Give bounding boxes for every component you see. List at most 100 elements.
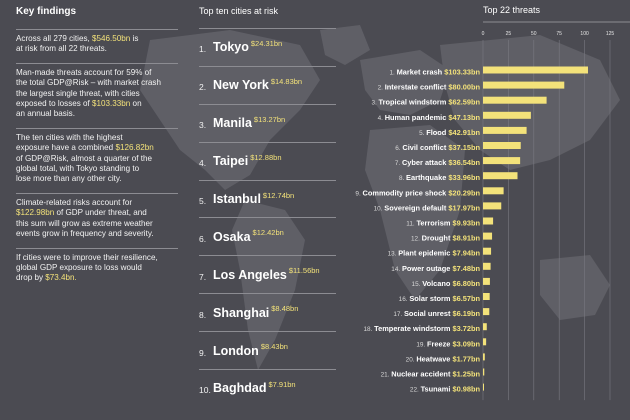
bar-value-label: $0.98bn bbox=[452, 385, 480, 394]
x-tick-label: 25 bbox=[506, 31, 512, 37]
bar bbox=[483, 308, 490, 316]
city-row: 5. Istanbul $12.74bn bbox=[199, 179, 336, 218]
bar-rank: 19. bbox=[416, 341, 427, 348]
bar-rank: 11. bbox=[406, 221, 416, 228]
findings-list: Across all 279 cities, $546.50bn is at ri… bbox=[16, 29, 178, 284]
finding-line: exposure have a combined $126.82bn bbox=[16, 143, 178, 153]
finding-text: on bbox=[130, 99, 142, 109]
city-rank: 8. bbox=[199, 309, 207, 320]
city-rank: 6. bbox=[199, 233, 207, 244]
city-name: Osaka bbox=[213, 229, 251, 244]
bar-rank: 20. bbox=[406, 356, 417, 363]
city-value: $24.31bn bbox=[250, 39, 283, 48]
finding-text: Man-made threats account for 59% of bbox=[16, 67, 152, 77]
bar-rank: 15. bbox=[412, 281, 423, 288]
bar-label: 11. Terrorism $9.93bn bbox=[406, 219, 480, 228]
city-name: Tokyo bbox=[213, 40, 249, 55]
city-value: $11.56bn bbox=[288, 266, 320, 276]
finding-text: this sum will grow as extreme weather bbox=[16, 218, 153, 228]
map-north-america bbox=[140, 30, 320, 190]
bar-rank: 2. bbox=[378, 85, 385, 92]
bar-rank: 9. bbox=[355, 190, 362, 197]
bar-value-label: $6.19bn bbox=[452, 309, 480, 318]
finding-paragraph: If cities were to improve their resilien… bbox=[16, 247, 178, 284]
x-tick-label: 0 bbox=[482, 31, 485, 37]
x-tick-label: 75 bbox=[556, 31, 562, 37]
city-rank: 5. bbox=[199, 196, 207, 206]
finding-text: drop by bbox=[16, 273, 46, 283]
bar-category: Nuclear accident bbox=[391, 370, 452, 379]
key-findings-title: Key findings bbox=[16, 6, 77, 17]
city-name: London bbox=[213, 343, 259, 358]
bar bbox=[483, 368, 485, 376]
finding-line: events grow in frequency and severity. bbox=[16, 229, 178, 239]
bar bbox=[483, 247, 492, 255]
finding-text: global total, with Tokyo standing to bbox=[16, 164, 140, 174]
bar-value-label: $3.72bn bbox=[452, 324, 480, 333]
bar-value-label: $17.97bn bbox=[448, 203, 480, 212]
chart-title: Top 22 threats bbox=[483, 5, 541, 15]
bar-rank: 13. bbox=[388, 251, 399, 258]
city-rank: 9. bbox=[199, 347, 207, 358]
finding-highlight: $126.82bn bbox=[115, 143, 154, 153]
finding-text: of GDP@Risk, almost a quarter of the bbox=[16, 153, 152, 163]
bar bbox=[483, 217, 494, 225]
bar bbox=[483, 111, 531, 119]
bar-category: Social unrest bbox=[404, 309, 452, 318]
bar-label: 16. Solar storm $6.57bn bbox=[399, 294, 481, 303]
finding-paragraph: The ten cities with the highest exposure … bbox=[16, 127, 178, 185]
bar-category: Interstate conflict bbox=[385, 83, 449, 92]
bar bbox=[483, 126, 527, 134]
top-cities-title: Top ten cities at risk bbox=[199, 6, 279, 16]
bar-category: Temperate windstorm bbox=[374, 324, 452, 333]
bar-value-label: $1.77bn bbox=[452, 354, 480, 363]
finding-highlight: $73.4bn. bbox=[45, 273, 77, 283]
city-value: $12.42bn bbox=[252, 228, 284, 238]
city-name: Shanghai bbox=[213, 305, 270, 320]
city-list: 1. Tokyo $24.31bn 2. New York $14.83bn 3. Manil… bbox=[199, 28, 336, 407]
map-greenland bbox=[320, 25, 370, 65]
bar-rank: 14. bbox=[391, 266, 402, 273]
bar-label: 9. Commodity price shock $20.29bn bbox=[355, 188, 480, 197]
city-row: 4. Taipei $12.88bn bbox=[199, 141, 336, 180]
city-row: 2. New York $14.83bn bbox=[199, 65, 336, 104]
finding-line: global total, with Tokyo standing to bbox=[16, 164, 178, 174]
bar-category: Sovereign default bbox=[384, 203, 448, 212]
city-rank: 3. bbox=[199, 120, 207, 131]
bar-value-label: $80.00bn bbox=[448, 83, 480, 92]
map-australia bbox=[540, 255, 610, 320]
x-tick-label: 100 bbox=[580, 31, 589, 37]
finding-text: at risk from all 22 threats. bbox=[16, 44, 107, 54]
bar bbox=[483, 383, 484, 391]
finding-line: this sum will grow as extreme weather bbox=[16, 219, 178, 229]
finding-line: at risk from all 22 threats. bbox=[16, 44, 178, 54]
bar bbox=[483, 187, 504, 195]
bar-rank: 17. bbox=[393, 311, 404, 318]
bar-category: Volcano bbox=[422, 279, 452, 288]
bar-label: 14. Power outage $7.48bn bbox=[391, 264, 480, 273]
finding-text: events grow in frequency and severity. bbox=[16, 229, 154, 239]
map-south-america bbox=[232, 200, 305, 370]
bar bbox=[483, 353, 485, 361]
city-value: $14.83bn bbox=[270, 76, 303, 86]
bar-label: 1. Market crash $103.33bn bbox=[389, 68, 480, 77]
finding-line: If cities were to improve their resilien… bbox=[16, 253, 178, 263]
bar-category: Earthquake bbox=[406, 173, 448, 182]
threats-bar-chart: Top 22 threats 0 25 50 75 100 125 1. Market cra… bbox=[355, 5, 630, 401]
bar-rank: 7. bbox=[395, 160, 402, 167]
city-rank: 2. bbox=[199, 82, 207, 93]
finding-text: an annual basis. bbox=[16, 109, 75, 119]
bar-value-label: $9.93bn bbox=[452, 219, 480, 228]
bar-value-label: $1.25bn bbox=[452, 370, 480, 379]
finding-paragraph: Across all 279 cities, $546.50bn is at ri… bbox=[16, 29, 178, 55]
bar-category: Civil conflict bbox=[402, 143, 448, 152]
bar bbox=[483, 293, 490, 300]
bar bbox=[483, 172, 518, 180]
city-row: 3. Manila $13.27bn bbox=[199, 103, 336, 142]
bar-category: Solar storm bbox=[409, 294, 452, 303]
bar-rank: 6. bbox=[395, 145, 402, 152]
bar-category: Tropical windstorm bbox=[379, 98, 449, 107]
bar-label: 17. Social unrest $6.19bn bbox=[393, 309, 480, 318]
bar-category: Freeze bbox=[427, 339, 452, 348]
